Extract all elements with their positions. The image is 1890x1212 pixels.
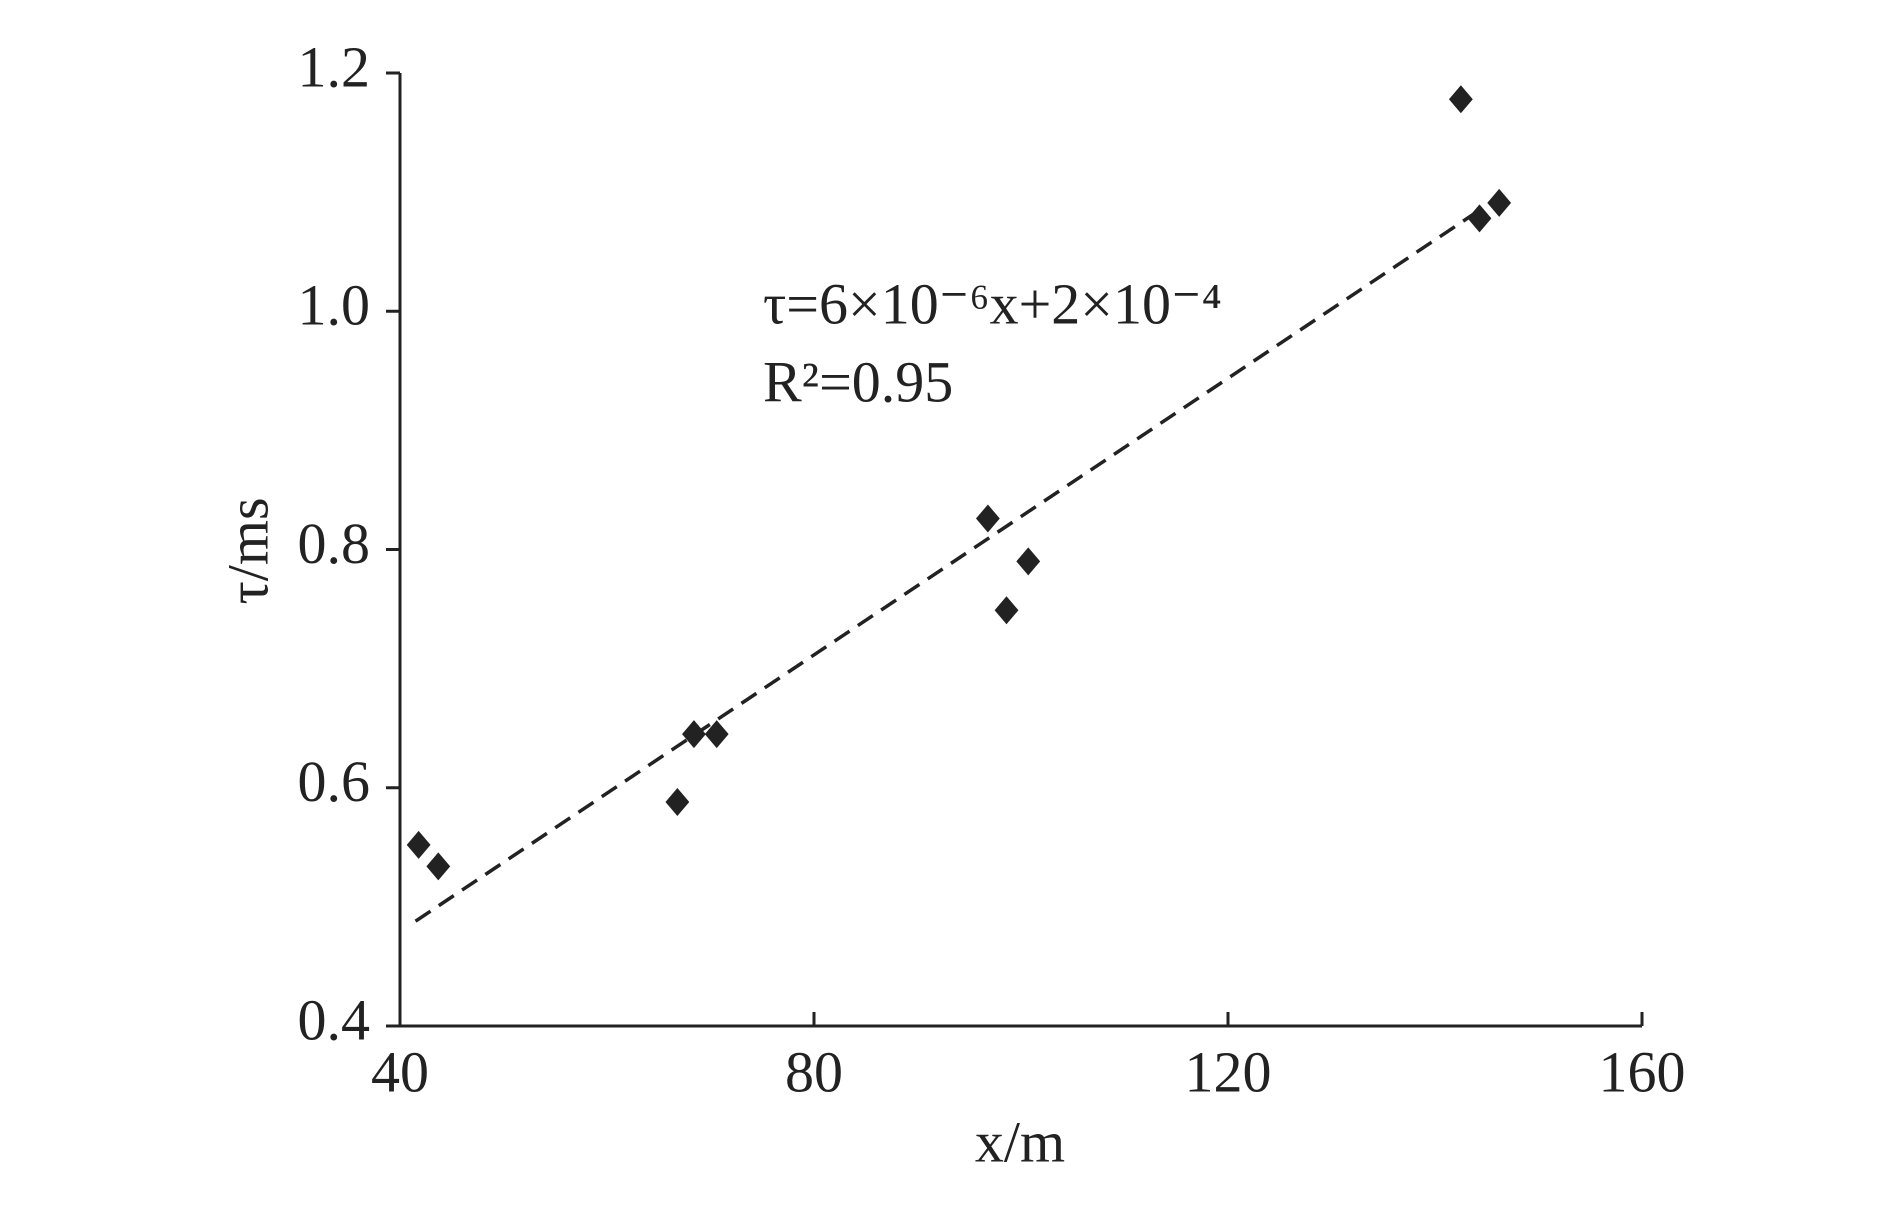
point (1016, 547, 1041, 576)
y-tick-label: 1.0 (298, 273, 371, 338)
point (665, 788, 690, 817)
x-tick-label: 80 (785, 1039, 843, 1104)
y-tick-label: 0.4 (298, 987, 371, 1052)
trendline (414, 207, 1483, 923)
point (704, 720, 729, 749)
point (426, 852, 451, 881)
point (1467, 204, 1492, 233)
equation: τ=6×10⁻⁶x+2×10⁻⁴ (763, 271, 1222, 336)
y-tick-label: 1.2 (298, 34, 371, 99)
y-tick-label: 0.6 (298, 749, 371, 814)
y-axis-label: τ/ms (215, 497, 280, 604)
x-tick-label: 160 (1599, 1039, 1686, 1104)
point (1448, 85, 1473, 114)
point (406, 830, 431, 859)
y-tick-label: 0.8 (298, 511, 371, 576)
x-tick-label: 120 (1185, 1039, 1272, 1104)
x-axis-label: x/m (975, 1109, 1065, 1174)
point (994, 596, 1019, 625)
x-tick-label: 40 (371, 1039, 429, 1104)
point (1487, 188, 1512, 217)
point (975, 504, 1000, 533)
point (682, 720, 706, 749)
r-squared: R²=0.95 (763, 349, 953, 414)
